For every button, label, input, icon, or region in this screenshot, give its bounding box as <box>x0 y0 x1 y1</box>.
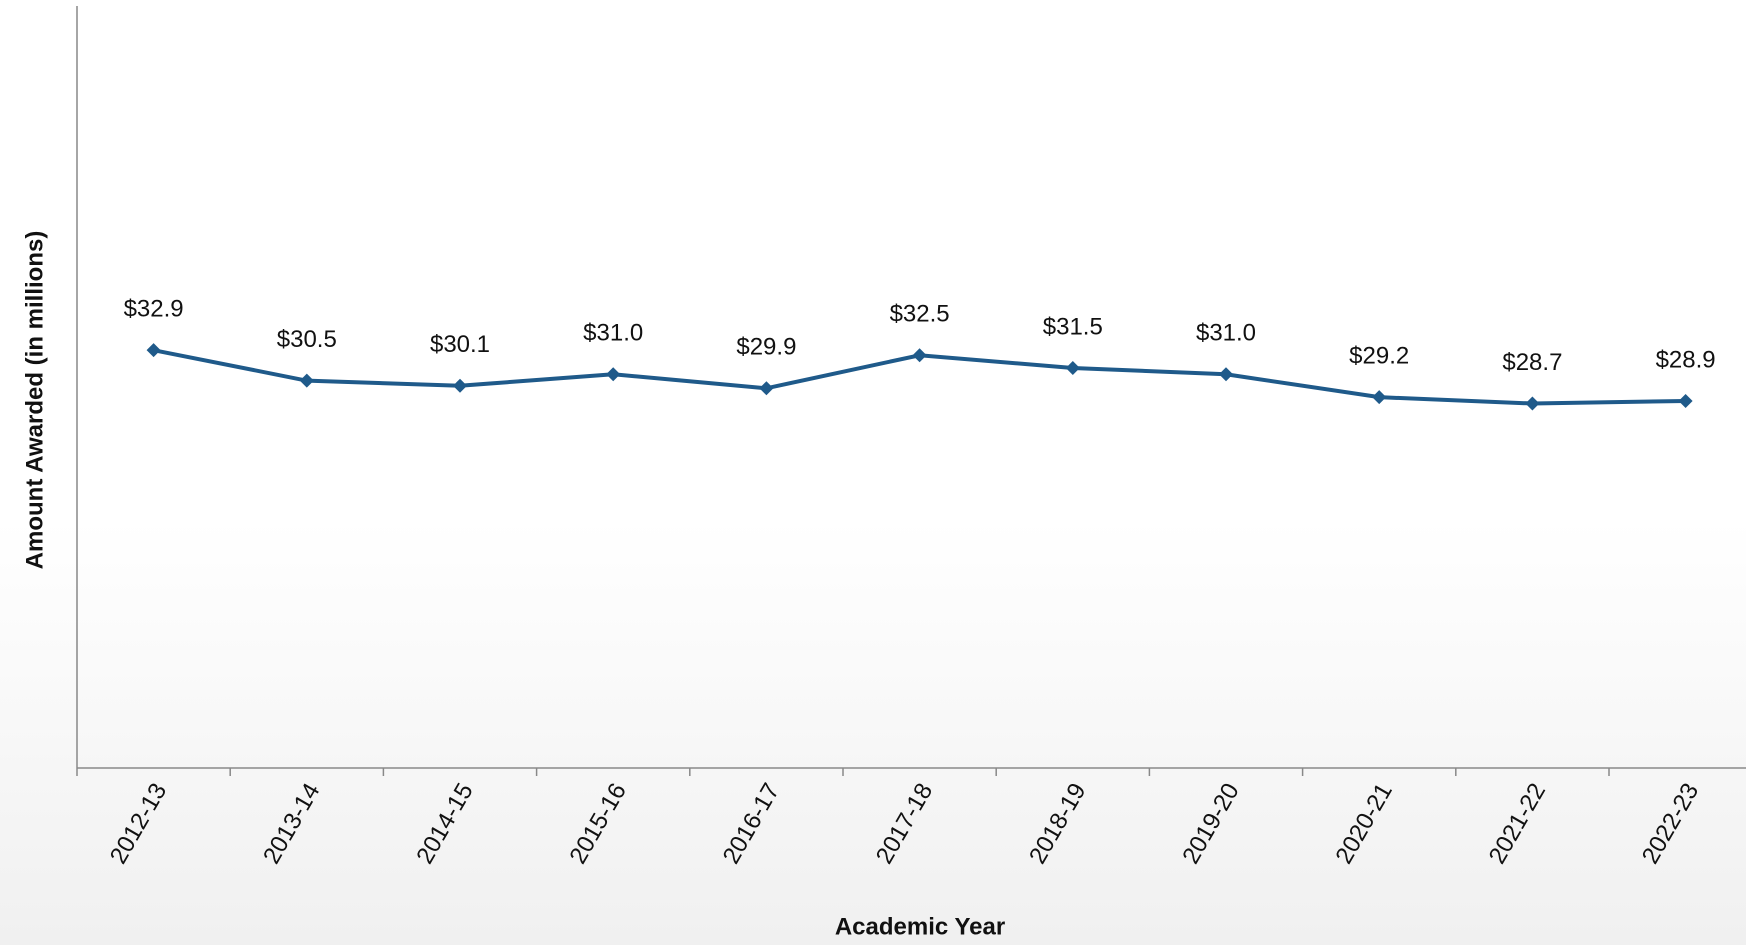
marker <box>453 378 467 393</box>
data-label: $31.5 <box>1043 313 1103 340</box>
marker <box>299 373 314 388</box>
marker <box>759 381 774 396</box>
data-label: $29.2 <box>1349 343 1409 370</box>
data-label: $29.9 <box>736 334 796 361</box>
marker <box>1372 390 1387 405</box>
marker <box>1065 360 1080 375</box>
data-label: $30.1 <box>430 331 490 358</box>
data-label: $31.0 <box>583 320 643 347</box>
marker <box>606 367 621 382</box>
y-axis-label: Amount Awarded (in millions) <box>21 231 48 570</box>
marker <box>1678 393 1693 408</box>
marker <box>912 348 927 363</box>
data-label: $32.5 <box>890 301 950 328</box>
marker <box>1525 396 1540 411</box>
data-label: $28.7 <box>1502 349 1562 376</box>
data-label: $28.9 <box>1656 346 1716 373</box>
data-label: $31.0 <box>1196 320 1256 347</box>
marker <box>146 343 161 358</box>
marker <box>1219 367 1233 382</box>
data-label: $32.9 <box>124 296 184 323</box>
x-axis-label: Academic Year <box>835 913 1005 940</box>
data-label: $30.5 <box>277 326 337 353</box>
